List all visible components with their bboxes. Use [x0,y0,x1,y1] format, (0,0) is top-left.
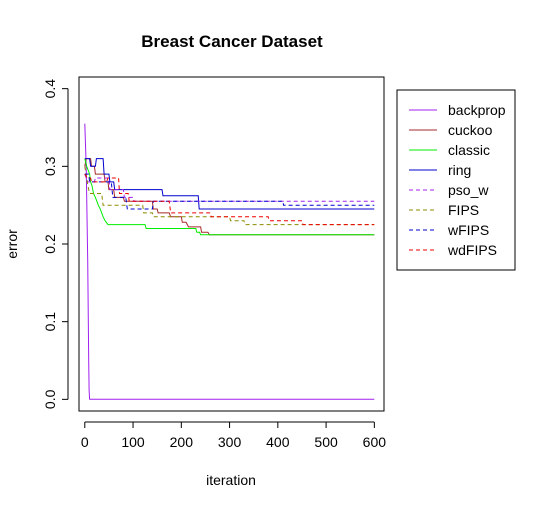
series-line-ring [84,158,375,210]
y-tick-label: 0.4 [42,79,58,99]
x-tick-label: 600 [363,434,387,450]
legend-label: wdFIPS [447,242,497,258]
series-line-wdfips [84,173,375,226]
series-line-backprop [84,123,375,400]
legend: backprop cuckoo classic ring pso_w FIPS wFIPS w… [396,89,516,271]
legend-label: cuckoo [448,122,493,138]
y-axis-label: error [4,229,20,259]
chart-title: Breast Cancer Dataset [141,32,323,51]
x-tick-label: 300 [218,434,242,450]
x-tick-label: 400 [266,434,290,450]
series-line-cuckoo [84,158,375,236]
y-axis: 0.0 0.1 0.2 0.3 0.4 [42,79,69,409]
legend-label: classic [448,142,490,158]
series-line-wfips [84,173,375,210]
x-tick-label: 100 [121,434,145,450]
legend-label: wFIPS [447,222,489,238]
series-line-pso-w [84,173,375,202]
legend-box [396,89,516,271]
legend-label: pso_w [448,182,489,198]
plot-lines [84,123,375,400]
series-line-classic [84,158,375,236]
x-tick-label: 500 [314,434,338,450]
legend-label: ring [448,162,471,178]
y-tick-label: 0.0 [42,389,58,409]
y-tick-label: 0.3 [42,156,58,176]
y-tick-label: 0.2 [42,234,58,254]
legend-label: backprop [448,102,506,118]
plot-frame [78,76,385,412]
legend-label: FIPS [448,202,479,218]
x-axis-label: iteration [206,472,256,488]
x-axis: 0 100 200 300 400 500 600 [81,421,387,450]
series-line-fips [84,166,375,226]
x-tick-label: 0 [81,434,89,450]
x-tick-label: 200 [170,434,194,450]
y-tick-label: 0.1 [42,312,58,332]
